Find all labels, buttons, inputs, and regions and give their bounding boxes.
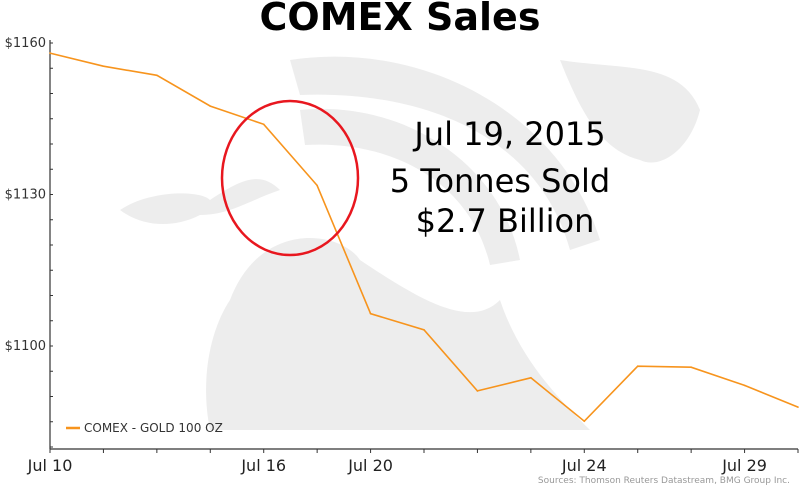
data-point (423, 329, 425, 331)
lion-watermark (120, 56, 700, 430)
annotation-line: 5 Tonnes Sold (390, 162, 610, 200)
source-note: Sources: Thomson Reuters Datastream, BMG… (538, 476, 790, 486)
data-point (49, 52, 51, 54)
legend: COMEX - GOLD 100 OZ (66, 421, 223, 435)
x-tick-label: Jul 24 (561, 456, 607, 475)
data-point (369, 312, 372, 315)
x-tick-label: Jul 16 (240, 456, 286, 475)
data-point (636, 365, 639, 368)
data-point (530, 377, 532, 379)
data-point (102, 65, 105, 68)
y-tick-label: $1130 (5, 188, 46, 203)
x-tick-label: Jul 20 (347, 456, 393, 475)
data-point (583, 420, 586, 423)
data-point (797, 406, 799, 408)
y-tick-label: $1160 (5, 36, 46, 51)
x-tick-label: Jul 10 (27, 456, 73, 475)
legend-label: COMEX - GOLD 100 OZ (84, 421, 223, 435)
data-point (476, 390, 479, 392)
data-point (316, 184, 318, 187)
annotation-line: Jul 19, 2015 (412, 115, 605, 153)
data-point (743, 384, 746, 387)
y-tick-label: $1100 (5, 339, 46, 354)
x-tick-label: Jul 29 (721, 456, 767, 475)
data-point (262, 123, 265, 126)
annotation-circle (220, 99, 360, 257)
data-point (690, 366, 692, 369)
chart-title: COMEX Sales (260, 0, 541, 39)
data-point (209, 105, 212, 107)
data-point (156, 74, 158, 77)
annotation-line: $2.7 Billion (416, 202, 595, 240)
